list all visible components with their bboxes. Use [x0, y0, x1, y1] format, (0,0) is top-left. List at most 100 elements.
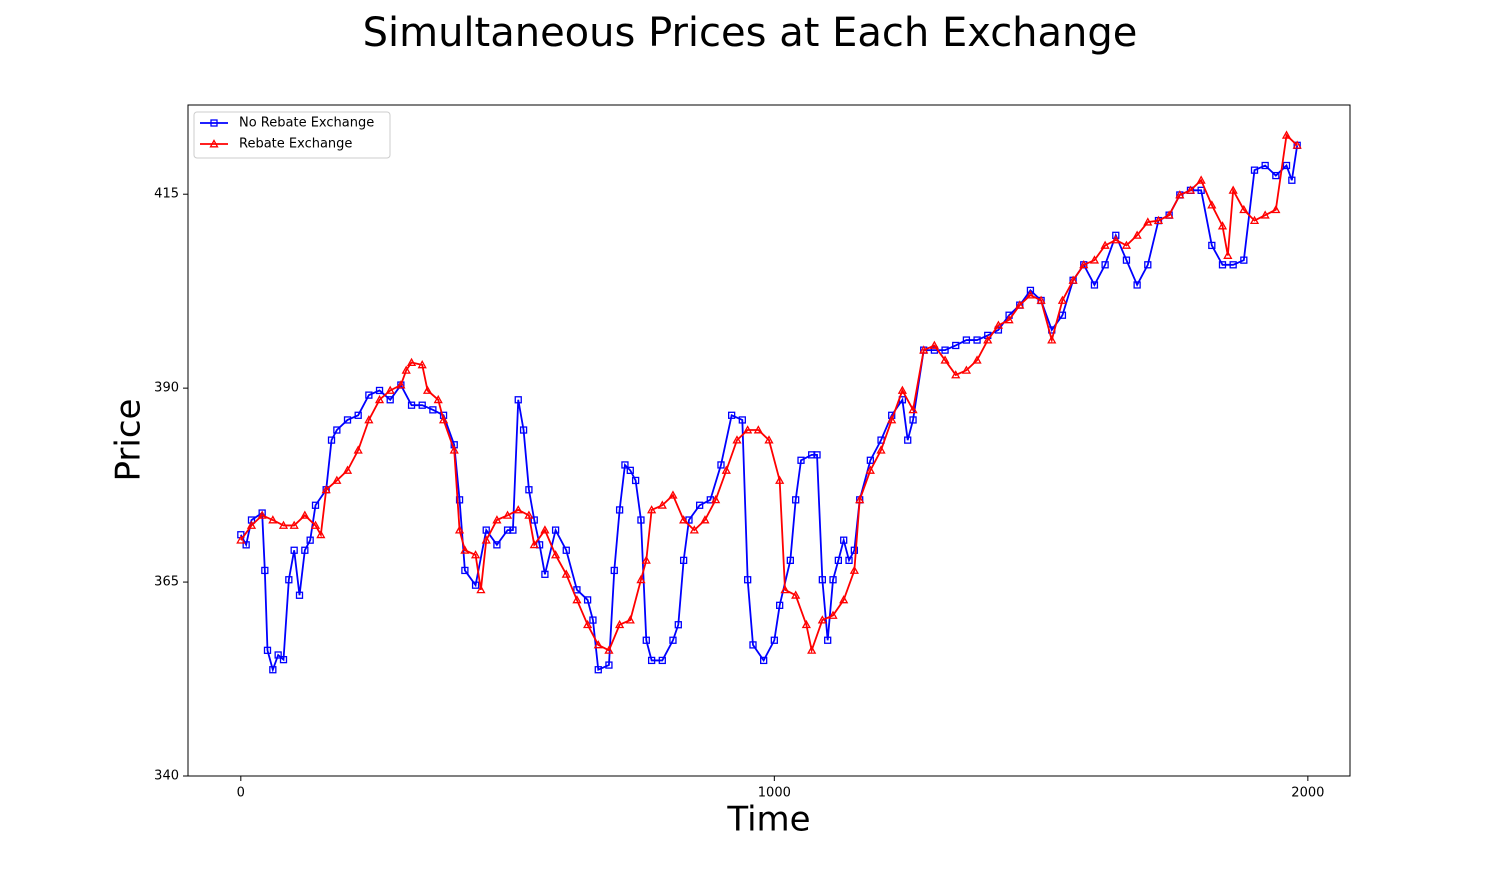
- marker: [1260, 210, 1270, 219]
- marker: [786, 556, 794, 564]
- marker: [386, 396, 394, 404]
- marker: [1271, 204, 1281, 214]
- marker: [615, 619, 625, 629]
- marker: [530, 516, 538, 524]
- marker: [849, 565, 859, 574]
- marker: [1272, 171, 1280, 180]
- marker: [1057, 295, 1068, 304]
- legend-box: [193, 111, 391, 159]
- marker: [1196, 175, 1206, 184]
- marker: [845, 556, 853, 564]
- marker: [461, 566, 469, 575]
- marker: [263, 646, 272, 654]
- marker: [493, 541, 501, 549]
- marker: [1250, 166, 1259, 174]
- marker: [449, 445, 459, 454]
- marker: [583, 596, 592, 604]
- marker: [834, 556, 843, 564]
- marker: [962, 336, 971, 344]
- marker: [993, 320, 1004, 329]
- marker: [604, 645, 614, 654]
- marker: [551, 526, 560, 534]
- marker: [972, 355, 982, 364]
- marker: [717, 461, 725, 469]
- marker: [1282, 161, 1291, 170]
- marker: [407, 401, 416, 409]
- marker: [385, 385, 395, 394]
- y-tick-label: 340: [154, 769, 179, 784]
- marker: [1101, 261, 1109, 269]
- marker: [1036, 295, 1046, 304]
- marker: [897, 385, 907, 394]
- marker: [257, 510, 267, 519]
- marker: [908, 405, 918, 414]
- marker: [401, 365, 411, 374]
- marker: [1089, 255, 1100, 264]
- legend-marker: [209, 139, 219, 148]
- marker: [1218, 261, 1227, 269]
- marker: [679, 556, 688, 564]
- x-tick-label: 2000: [1291, 786, 1324, 801]
- marker: [278, 520, 289, 529]
- marker: [760, 656, 768, 665]
- marker: [743, 425, 753, 434]
- marker: [1164, 210, 1174, 219]
- marker: [321, 484, 331, 494]
- marker: [1261, 161, 1269, 170]
- marker: [625, 615, 635, 624]
- marker: [540, 525, 550, 534]
- y-tick-label: 415: [154, 187, 179, 202]
- marker: [433, 394, 443, 404]
- marker: [246, 520, 257, 529]
- y-tick-label: 390: [154, 381, 179, 396]
- marker: [631, 476, 640, 485]
- marker: [1223, 250, 1233, 259]
- marker: [1249, 215, 1260, 225]
- marker: [658, 656, 666, 665]
- marker: [1025, 290, 1036, 299]
- legend-label: Rebate Exchange: [239, 137, 352, 152]
- marker: [1217, 221, 1228, 230]
- marker: [829, 576, 837, 584]
- marker: [951, 370, 961, 379]
- marker: [1121, 240, 1132, 249]
- marker: [952, 341, 960, 350]
- marker: [502, 510, 513, 519]
- marker: [876, 445, 886, 454]
- marker: [353, 445, 363, 454]
- marker: [513, 505, 523, 514]
- marker: [417, 360, 427, 369]
- marker: [764, 435, 774, 444]
- plot-area: [236, 130, 1302, 674]
- marker: [471, 581, 480, 589]
- marker: [668, 490, 678, 499]
- chart-title: Simultaneous Prices at Each Exchange: [363, 10, 1138, 56]
- marker: [887, 415, 897, 424]
- marker: [550, 550, 561, 559]
- marker: [429, 406, 437, 414]
- marker: [289, 520, 299, 529]
- marker: [311, 501, 320, 509]
- marker: [354, 411, 362, 419]
- marker: [529, 539, 539, 549]
- marker: [865, 465, 875, 474]
- marker: [866, 456, 875, 464]
- marker: [1240, 256, 1248, 264]
- marker: [824, 636, 832, 644]
- marker: [780, 584, 790, 594]
- marker: [636, 574, 646, 584]
- marker: [524, 510, 534, 519]
- marker: [573, 586, 581, 594]
- marker: [594, 666, 602, 674]
- marker: [642, 636, 650, 644]
- marker: [919, 345, 929, 354]
- marker: [1004, 315, 1014, 324]
- marker: [285, 576, 293, 584]
- marker: [589, 616, 597, 624]
- marker: [481, 535, 491, 544]
- marker: [626, 466, 634, 475]
- marker: [801, 619, 811, 629]
- marker: [1288, 176, 1296, 184]
- marker: [797, 456, 805, 464]
- marker: [460, 545, 470, 554]
